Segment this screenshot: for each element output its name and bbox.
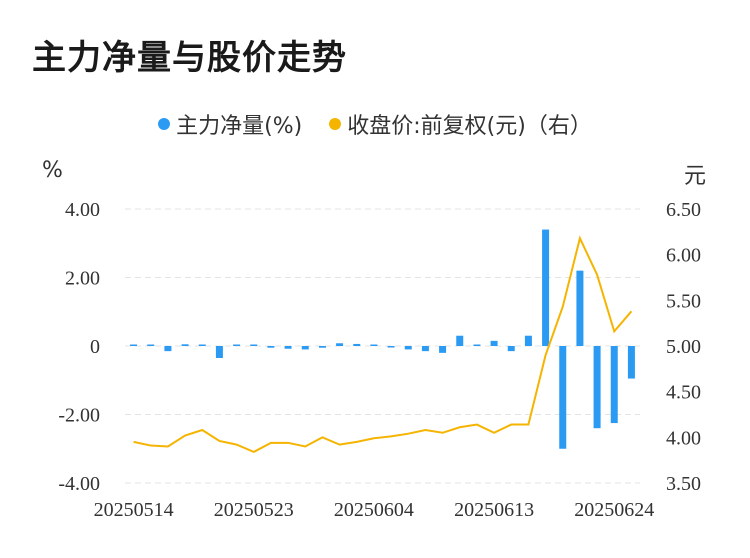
right-tick-label: 6.00: [666, 245, 701, 267]
net-volume-bar: [490, 340, 498, 346]
net-volume-bar: [284, 346, 292, 349]
net-volume-bar: [507, 346, 515, 352]
net-volume-bar: [267, 346, 275, 348]
legend-item-net-volume[interactable]: 主力净量(%): [158, 108, 302, 140]
right-tick-label: 5.50: [666, 290, 701, 312]
legend-label-close-price: 收盘价:前复权(元)（右）: [347, 114, 592, 139]
legend-item-close-price[interactable]: 收盘价:前复权(元)（右）: [329, 108, 592, 140]
net-volume-bar: [387, 346, 395, 348]
legend: 主力净量(%) 收盘价:前复权(元)（右）: [0, 108, 750, 140]
net-volume-bar: [542, 229, 550, 346]
legend-marker-close-price: [329, 118, 342, 130]
close-price-line: [133, 235, 633, 454]
net-volume-bar: [559, 346, 567, 449]
net-volume-bar: [198, 344, 206, 346]
net-volume-bar: [233, 344, 241, 346]
x-tick-label: 20250613: [454, 499, 534, 521]
left-tick-label: -4.00: [58, 473, 100, 495]
net-volume-bar: [627, 346, 635, 379]
left-tick-label: 0: [90, 336, 100, 358]
net-volume-bar: [130, 344, 138, 346]
net-volume-bar: [610, 346, 618, 424]
right-axis-unit: 元: [684, 164, 707, 189]
x-tick-label: 20250624: [574, 499, 654, 521]
net-volume-bar: [370, 344, 378, 346]
left-axis-unit: %: [42, 158, 63, 183]
x-tick-label: 20250604: [334, 499, 414, 521]
net-volume-bar: [404, 346, 412, 350]
net-volume-bar: [318, 346, 326, 348]
net-volume-bar: [250, 344, 258, 346]
net-volume-bar: [353, 343, 361, 346]
net-volume-bar: [215, 346, 223, 358]
legend-label-net-volume: 主力净量(%): [176, 114, 303, 139]
net-volume-bar: [181, 344, 189, 346]
net-volume-bar: [336, 343, 344, 346]
legend-marker-net-volume: [158, 118, 171, 130]
net-volume-bar: [593, 346, 601, 429]
x-tick-label: 20250514: [94, 499, 174, 521]
right-tick-label: 4.00: [666, 427, 701, 449]
net-volume-bar: [164, 346, 172, 352]
net-volume-bar: [147, 344, 155, 346]
x-tick-label: 20250523: [214, 499, 294, 521]
net-volume-bar: [456, 335, 464, 346]
left-tick-label: 4.00: [65, 199, 100, 221]
net-volume-bar: [576, 270, 584, 346]
right-tick-label: 4.50: [666, 382, 701, 404]
net-volume-bar: [524, 335, 532, 346]
chart-title: 主力净量与股价走势: [32, 38, 347, 78]
right-tick-label: 5.00: [666, 336, 701, 358]
right-tick-label: 6.50: [666, 199, 701, 221]
left-tick-label: -2.00: [58, 405, 100, 427]
net-volume-bar: [421, 346, 429, 352]
net-volume-bar: [473, 344, 481, 346]
right-tick-label: 3.50: [666, 473, 701, 495]
left-tick-label: 2.00: [65, 268, 100, 290]
net-volume-bar: [439, 346, 447, 353]
net-volume-bar: [301, 346, 309, 350]
